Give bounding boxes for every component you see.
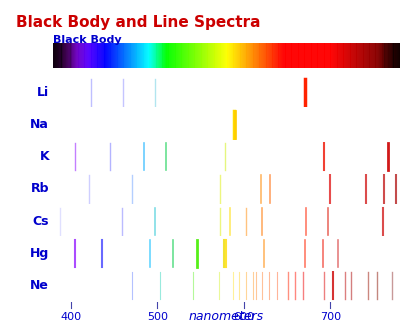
Text: Black Body and Line Spectra: Black Body and Line Spectra (16, 15, 260, 30)
Text: 400: 400 (60, 312, 81, 322)
Text: 600: 600 (233, 312, 254, 322)
Text: Black Body: Black Body (53, 35, 121, 45)
Text: Ne: Ne (30, 279, 49, 292)
Text: 500: 500 (146, 312, 167, 322)
Text: 700: 700 (319, 312, 340, 322)
Text: nanometers: nanometers (189, 310, 263, 323)
Text: Na: Na (30, 118, 49, 131)
Text: Rb: Rb (31, 182, 49, 196)
Text: Hg: Hg (30, 247, 49, 260)
Text: K: K (40, 150, 49, 163)
Text: Cs: Cs (33, 215, 49, 228)
Text: Li: Li (37, 86, 49, 99)
